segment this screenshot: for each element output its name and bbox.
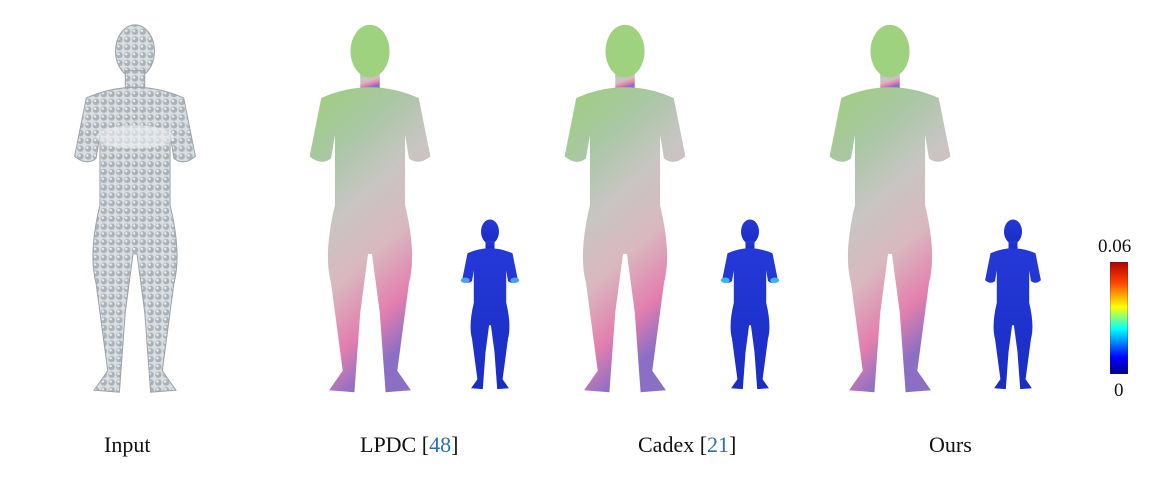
lpdc-error-inset [445, 210, 535, 400]
caption-lpdc: LPDC [48] [360, 432, 459, 457]
citation-link[interactable]: 21 [707, 432, 730, 457]
caption-cadex-name: Cadex [638, 432, 695, 457]
colorbar-max-label: 0.06 [1098, 236, 1132, 257]
colorbar-min-label: 0 [1114, 380, 1124, 401]
caption-cadex: Cadex [21] [638, 432, 737, 457]
caption-input: Input [104, 432, 151, 457]
lpdc-mesh-figure [270, 20, 470, 400]
ours-error-inset [968, 210, 1058, 400]
cadex-error-inset [705, 210, 795, 400]
input-pointcloud-figure [30, 20, 240, 400]
caption-ours: Ours [929, 432, 972, 457]
citation-link[interactable]: 48 [429, 432, 452, 457]
cadex-mesh-figure [525, 20, 725, 400]
caption-lpdc-name: LPDC [360, 432, 417, 457]
ours-mesh-figure [790, 20, 990, 400]
error-colorbar [1109, 261, 1129, 375]
